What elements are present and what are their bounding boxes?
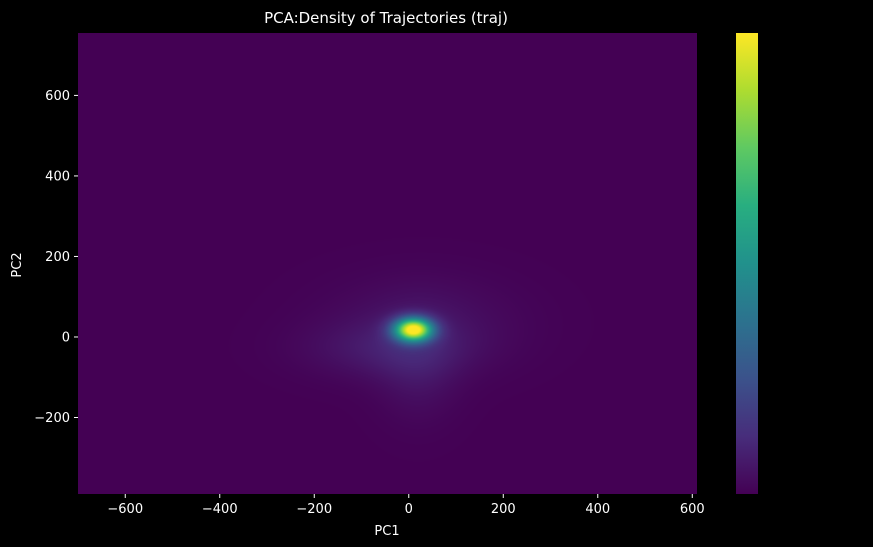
chart-title: PCA:Density of Trajectories (traj) <box>264 9 508 27</box>
x-tick-label: −400 <box>202 502 238 517</box>
x-tick-label: 600 <box>680 502 705 517</box>
x-tick-label: 0 <box>405 502 413 517</box>
x-axis-label: PC1 <box>374 524 399 539</box>
y-tick-label: 400 <box>45 169 70 184</box>
y-tick-label: 0 <box>62 330 70 345</box>
y-axis: −200 0 200 400 600 <box>34 89 78 426</box>
plot-area <box>78 33 697 494</box>
x-tick-label: −600 <box>107 502 143 517</box>
x-tick-label: −200 <box>296 502 332 517</box>
y-tick-label: 600 <box>45 89 70 104</box>
y-tick-label: −200 <box>34 411 70 426</box>
x-tick-label: 200 <box>491 502 516 517</box>
x-axis: −600 −400 −200 0 200 400 600 <box>107 494 705 517</box>
x-tick-label: 400 <box>585 502 610 517</box>
density-heatmap <box>78 33 697 494</box>
y-tick-label: 200 <box>45 250 70 265</box>
colorbar <box>736 33 758 494</box>
y-axis-label: PC2 <box>10 252 25 277</box>
